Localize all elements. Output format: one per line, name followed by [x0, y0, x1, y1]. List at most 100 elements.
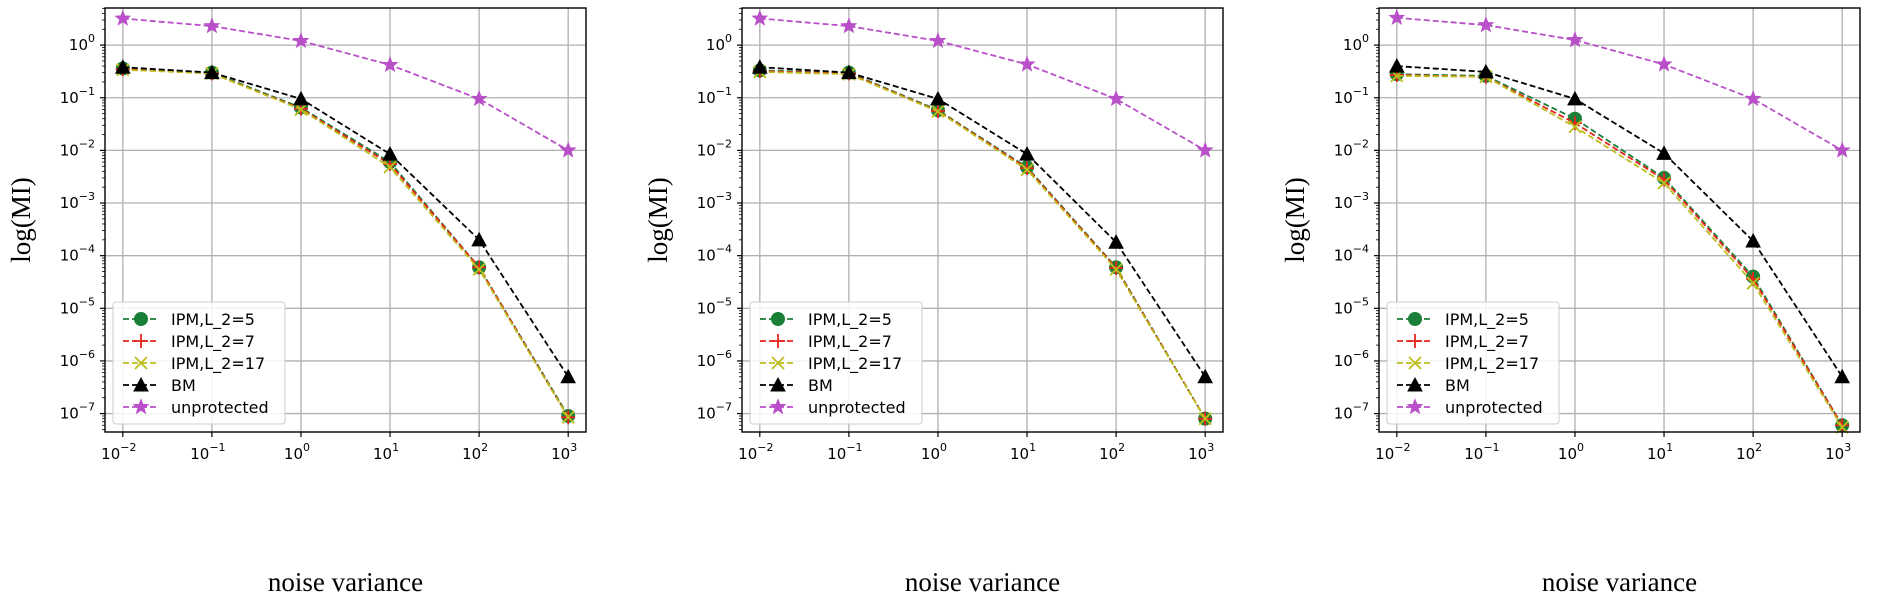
marker-star [470, 90, 488, 107]
x-tick-base: 10 [1647, 445, 1666, 463]
x-tick-label: 103 [1825, 441, 1851, 463]
x-tick-exponent: −2 [1394, 441, 1410, 454]
marker-triangle [1108, 234, 1124, 249]
x-tick-exponent: 2 [1118, 441, 1125, 454]
x-tick-base: 10 [101, 445, 120, 463]
series-line [122, 17, 569, 152]
marker-triangle [751, 59, 768, 74]
x-tick-base: 10 [1464, 445, 1483, 463]
y-tick-base: 10 [1334, 299, 1353, 317]
marker-star [292, 31, 310, 49]
y-tick-label: 10−4 [1334, 243, 1369, 265]
marker-star [1833, 141, 1851, 158]
legend-label: BM [808, 376, 833, 395]
marker-plus [1020, 161, 1035, 176]
y-tick-exponent: −1 [79, 85, 95, 98]
marker-star [1655, 55, 1673, 72]
x-tick-exponent: 2 [1755, 441, 1762, 454]
x-tick-base: 10 [1736, 445, 1755, 463]
x-tick-base: 10 [738, 445, 757, 463]
marker-star [929, 31, 947, 49]
marker-triangle [133, 376, 149, 392]
marker-star [132, 398, 150, 415]
x-tick-label: 101 [1010, 441, 1036, 463]
legend-label: IPM,L_2=7 [808, 332, 892, 352]
marker-x [561, 410, 575, 424]
marker-star [203, 17, 221, 34]
legend-label: IPM,L_2=17 [808, 354, 902, 374]
x-tick-exponent: 1 [1666, 441, 1673, 454]
x-tick-label: 10−1 [827, 441, 862, 463]
y-tick-base: 10 [60, 247, 79, 265]
legend-label: IPM,L_2=17 [1445, 354, 1539, 374]
y-tick-label: 10−5 [1334, 295, 1369, 317]
marker-triangle [1388, 58, 1405, 73]
marker-star [769, 398, 787, 415]
y-tick-exponent: −7 [1353, 401, 1369, 414]
x-tick-label: 100 [921, 441, 947, 463]
x-tick-base: 10 [827, 445, 846, 463]
marker-x [771, 356, 785, 370]
legend-label: IPM,L_2=5 [1445, 310, 1529, 330]
marker-circle [771, 312, 785, 326]
x-tick-exponent: −1 [1483, 441, 1499, 454]
y-tick-base: 10 [60, 299, 79, 317]
y-tick-base: 10 [697, 299, 716, 317]
marker-circle [134, 312, 148, 326]
x-tick-base: 10 [551, 445, 570, 463]
y-tick-base: 10 [60, 141, 79, 159]
x-tick-base: 10 [462, 445, 481, 463]
y-tick-base: 10 [697, 405, 716, 423]
y-axis-label: log(MI) [643, 177, 673, 262]
legend-label: IPM,L_2=17 [171, 354, 265, 374]
x-tick-base: 10 [1375, 445, 1394, 463]
x-axis-label: noise variance [1542, 567, 1697, 597]
marker-x [1657, 176, 1671, 190]
marker-star [1566, 31, 1584, 48]
legend-box [112, 301, 286, 425]
x-tick-label: 101 [1647, 441, 1673, 463]
x-tick-exponent: −2 [120, 441, 136, 454]
chart-panel-1: 10−2 10−1 100 101 102 10310−710−610−510−410−3… [6, 7, 587, 597]
y-tick-exponent: −4 [716, 243, 732, 256]
marker-star [381, 55, 399, 73]
plot-frame [104, 7, 587, 433]
marker-star [1196, 141, 1214, 158]
chart-panel-3: 10−2 10−1 100 101 102 10310−710−610−510−410−3… [1280, 7, 1861, 597]
marker-triangle [1567, 90, 1583, 106]
x-tick-base: 10 [284, 445, 303, 463]
marker-star [1477, 16, 1495, 33]
series-line [122, 66, 569, 378]
legend-label: unprotected [171, 398, 269, 417]
x-tick-base: 10 [373, 445, 392, 463]
x-tick-label: 103 [551, 441, 577, 463]
y-tick-exponent: −7 [79, 401, 95, 414]
y-tick-label: 100 [69, 32, 95, 54]
marker-star [1406, 398, 1424, 415]
y-tick-base: 10 [1334, 247, 1353, 265]
marker-star [840, 17, 858, 34]
y-tick-base: 10 [1334, 405, 1353, 423]
marker-x [294, 102, 308, 117]
x-axis-label: noise variance [268, 567, 423, 597]
x-tick-label: 10−2 [738, 441, 773, 463]
x-tick-base: 10 [1188, 445, 1207, 463]
marker-triangle [841, 64, 857, 80]
y-tick-base: 10 [697, 89, 716, 107]
x-tick-exponent: 3 [1844, 441, 1851, 454]
x-tick-exponent: 1 [392, 441, 399, 454]
y-tick-exponent: −6 [1353, 348, 1369, 361]
x-tick-exponent: 0 [1577, 441, 1584, 454]
y-tick-label: 10−5 [60, 295, 95, 317]
plot-frame [741, 7, 1224, 433]
plot-frame [1378, 7, 1861, 433]
x-tick-label: 102 [1099, 441, 1125, 463]
y-tick-exponent: −1 [716, 85, 732, 98]
y-tick-label: 10−2 [60, 137, 95, 159]
y-tick-label: 10−7 [60, 401, 95, 423]
y-tick-exponent: −5 [79, 295, 95, 308]
marker-x [472, 262, 486, 276]
y-tick-base: 10 [706, 36, 725, 54]
x-tick-exponent: 0 [303, 441, 310, 454]
x-tick-base: 10 [1825, 445, 1844, 463]
